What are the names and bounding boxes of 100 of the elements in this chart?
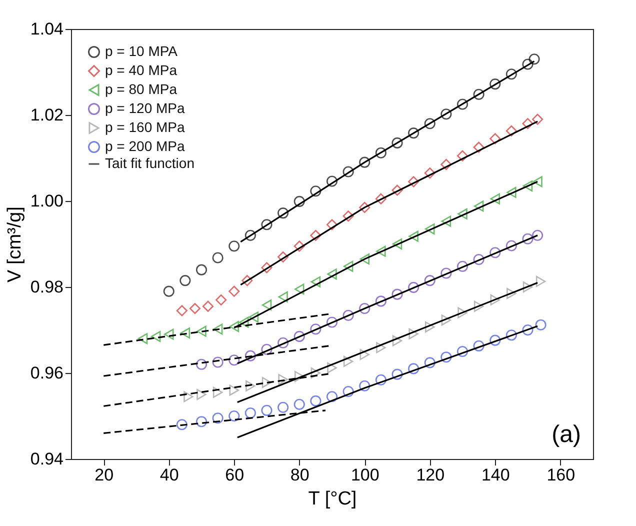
point <box>180 275 191 286</box>
point <box>202 300 214 312</box>
point <box>408 282 420 293</box>
point <box>229 384 239 396</box>
point <box>424 168 436 179</box>
x-axis-title: T [°C] <box>308 488 357 510</box>
point <box>262 300 272 311</box>
point <box>506 186 516 198</box>
point <box>310 230 322 241</box>
point <box>392 137 403 148</box>
point <box>360 254 370 265</box>
point <box>392 184 403 196</box>
point <box>246 380 256 392</box>
point <box>506 240 517 252</box>
legend-label: Tait fit function <box>105 155 194 171</box>
point <box>490 247 501 258</box>
y-tick-label: 0.98 <box>30 278 64 296</box>
legend-label: p = 200 MPa <box>105 138 185 154</box>
point <box>506 125 517 136</box>
point <box>212 386 223 398</box>
point <box>248 312 259 323</box>
point <box>440 268 452 279</box>
point <box>424 275 436 286</box>
point <box>506 288 516 299</box>
point <box>196 358 208 370</box>
point <box>408 230 418 242</box>
point <box>310 186 322 197</box>
point <box>522 118 534 130</box>
annotation: (a) <box>552 421 581 448</box>
point <box>342 210 354 222</box>
y-tick-label: 1.04 <box>30 20 64 38</box>
x-tick-label: 140 <box>481 466 510 484</box>
point <box>310 395 322 406</box>
point <box>490 133 501 144</box>
point <box>522 58 534 70</box>
point <box>327 268 337 280</box>
point <box>522 324 534 336</box>
point <box>242 275 253 286</box>
point <box>490 334 501 346</box>
point <box>359 202 370 213</box>
point <box>474 300 484 312</box>
y-axis-title: V [cm³/g] <box>4 206 26 283</box>
point <box>392 288 403 300</box>
point <box>196 388 206 400</box>
point <box>278 337 289 348</box>
point <box>376 342 386 354</box>
point <box>294 398 305 410</box>
point <box>473 142 484 153</box>
point <box>164 328 174 340</box>
point <box>262 376 272 388</box>
point <box>294 370 304 382</box>
point <box>522 233 534 244</box>
point <box>424 118 436 130</box>
point <box>536 276 546 287</box>
point <box>532 114 544 125</box>
point <box>212 324 223 335</box>
point <box>359 156 370 168</box>
x-tick-label: 160 <box>546 466 576 484</box>
legend-label: p = 160 MPa <box>105 119 185 135</box>
point <box>343 356 354 367</box>
x-tick-label: 60 <box>225 466 244 484</box>
point <box>278 402 289 413</box>
point <box>244 230 256 241</box>
legend-label: p = 10 MPA <box>105 43 178 59</box>
point <box>425 321 435 333</box>
y-tick-label: 0.96 <box>30 364 64 382</box>
point <box>327 362 337 374</box>
point <box>294 196 305 207</box>
point <box>441 216 452 227</box>
point <box>294 330 305 342</box>
point <box>456 260 468 272</box>
point <box>196 326 206 337</box>
x-tick-label: 80 <box>290 466 310 484</box>
point <box>506 330 517 341</box>
point <box>359 380 370 392</box>
point <box>261 262 272 274</box>
point <box>392 238 402 250</box>
point <box>228 240 240 252</box>
point <box>326 316 338 328</box>
y-tick-label: 1.00 <box>30 192 64 210</box>
point <box>473 254 484 265</box>
point <box>490 193 500 204</box>
point <box>532 230 544 241</box>
x-tick-label: 120 <box>416 466 445 484</box>
point <box>278 291 288 302</box>
point <box>375 193 386 204</box>
point <box>228 286 240 297</box>
point <box>261 219 272 230</box>
point <box>473 88 484 100</box>
point <box>440 352 452 363</box>
point <box>490 78 501 90</box>
point <box>408 176 420 188</box>
point <box>425 223 435 234</box>
point <box>375 374 386 386</box>
point <box>456 346 468 358</box>
point <box>456 98 468 110</box>
legend-label: p = 120 MPa <box>105 100 185 116</box>
point <box>239 316 249 328</box>
point <box>375 147 386 158</box>
point <box>360 348 370 360</box>
